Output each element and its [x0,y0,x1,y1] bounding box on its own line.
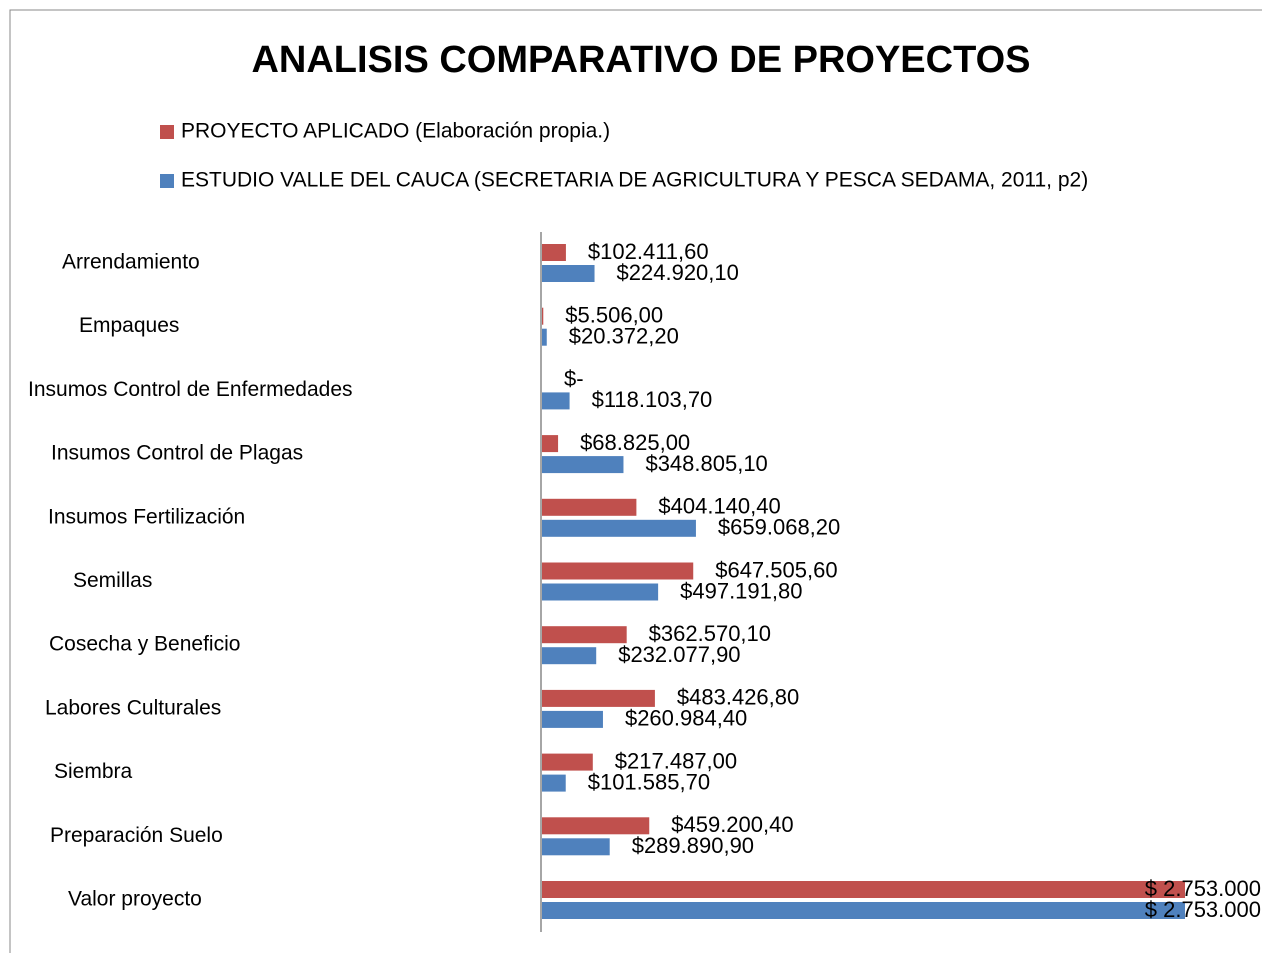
bar [542,710,603,728]
bar [542,307,544,325]
data-label: $659.068,20 [718,515,840,540]
bar [542,626,627,644]
bar [542,753,593,771]
bar [542,774,566,792]
bar [542,244,566,261]
category-label: Siembra [54,760,133,783]
data-label: $260.984,40 [625,706,747,731]
bar [542,435,559,453]
data-label: $647.505,60 [715,557,837,582]
data-label: $5.506,00 [565,303,663,328]
data-label: $289.890,90 [632,833,754,858]
data-label: $- [564,366,584,391]
category-label: Insumos Control de Plagas [51,442,303,465]
legend-swatch [160,125,174,139]
data-label: $ 2.753.000 [1145,897,1261,922]
bar [542,583,659,601]
category-label: Valor proyecto [68,888,202,911]
category-label: Insumos Fertilización [48,505,245,528]
frame [9,9,1262,953]
data-label: $217.487,00 [615,748,737,773]
data-label: $348.805,10 [645,451,767,476]
bar [542,392,570,410]
category-label: Semillas [73,569,152,592]
data-label: $20.372,20 [569,324,679,349]
data-label: $118.103,70 [592,387,713,412]
data-label: $101.585,70 [588,769,710,794]
bar [542,328,547,346]
bar [542,902,1185,919]
bar [542,562,694,580]
category-label: Cosecha y Beneficio [49,633,240,656]
bar [542,647,597,665]
category-label: Empaques [79,314,179,337]
bar [542,456,624,474]
bar [542,838,610,856]
legend-label: ESTUDIO VALLE DEL CAUCA (SECRETARIA DE A… [181,169,1088,192]
bar [542,689,655,707]
legend-swatch [160,174,174,188]
data-label: $68.825,00 [580,430,690,455]
data-label: $404.140,40 [658,494,780,519]
data-label: $497.191,80 [680,578,802,603]
bar [542,881,1185,898]
data-label: $102.411,60 [588,239,709,264]
bar [542,265,595,282]
bar [542,519,696,537]
legend-label: PROYECTO APLICADO (Elaboración propia.) [181,120,610,143]
data-label: $483.426,80 [677,685,799,710]
bar [542,498,637,516]
data-label: $ 2.753.000 [1145,876,1261,901]
data-label: $459.200,40 [671,812,793,837]
data-label: $362.570,10 [649,621,771,646]
chart-title: ANALISIS COMPARATIVO DE PROYECTOS [251,39,1030,81]
category-label: Arrendamiento [62,251,200,274]
data-label: $224.920,10 [617,260,739,285]
bar [542,817,650,835]
data-label: $232.077,90 [618,642,740,667]
category-label: Preparación Suelo [50,824,223,847]
category-label: Labores Culturales [45,696,221,719]
category-label: Insumos Control de Enfermedades [28,378,353,401]
